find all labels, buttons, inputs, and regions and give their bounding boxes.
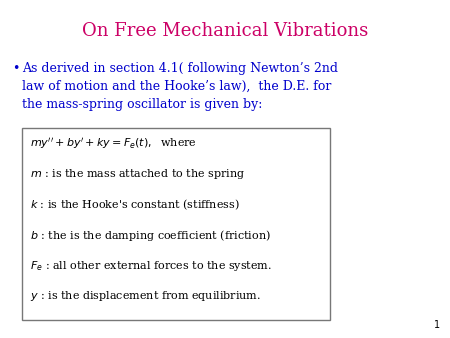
Text: the mass-spring oscillator is given by:: the mass-spring oscillator is given by: <box>22 98 262 111</box>
Text: law of motion and the Hooke’s law),  the D.E. for: law of motion and the Hooke’s law), the … <box>22 80 331 93</box>
Text: $y$ : is the displacement from equilibrium.: $y$ : is the displacement from equilibri… <box>30 289 261 303</box>
Text: $k$ : is the Hooke's constant (stiffness): $k$ : is the Hooke's constant (stiffness… <box>30 197 240 212</box>
Text: $m$ : is the mass attached to the spring: $m$ : is the mass attached to the spring <box>30 167 245 181</box>
Text: 1: 1 <box>434 320 440 330</box>
Text: $my''+by'+ky = F_e(t),$  where: $my''+by'+ky = F_e(t),$ where <box>30 136 197 151</box>
Text: •: • <box>12 62 19 75</box>
Text: On Free Mechanical Vibrations: On Free Mechanical Vibrations <box>82 22 368 40</box>
Text: As derived in section 4.1( following Newton’s 2nd: As derived in section 4.1( following New… <box>22 62 338 75</box>
FancyBboxPatch shape <box>22 128 330 320</box>
Text: $F_e$ : all other external forces to the system.: $F_e$ : all other external forces to the… <box>30 259 272 273</box>
Text: $b$ : the is the damping coefficient (friction): $b$ : the is the damping coefficient (fr… <box>30 228 271 243</box>
